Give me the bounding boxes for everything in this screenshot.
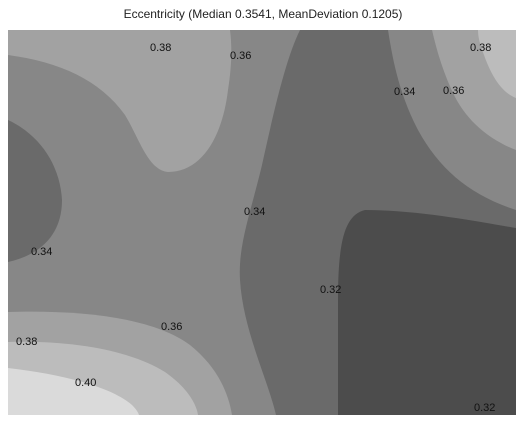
band-038-040-east [478, 30, 516, 98]
contour-fills [8, 30, 516, 415]
contour-labels: 0.38 0.36 0.38 0.34 0.36 0.34 0.34 0.32 … [16, 42, 495, 414]
contour-label: 0.40 [75, 377, 96, 389]
contour-label: 0.32 [474, 402, 495, 414]
chart-title: Eccentricity (Median 0.3541, MeanDeviati… [123, 7, 403, 21]
contour-label: 0.38 [16, 336, 37, 348]
contour-label: 0.34 [31, 246, 52, 258]
band-036-038-north [8, 30, 232, 172]
contour-label: 0.34 [394, 86, 415, 98]
contour-label: 0.36 [230, 50, 251, 62]
band-below-032 [338, 210, 516, 415]
contour-label: 0.38 [150, 42, 171, 54]
contour-label: 0.38 [470, 42, 491, 54]
contour-label: 0.34 [244, 206, 265, 218]
contour-label: 0.36 [161, 321, 182, 333]
band-above-040 [8, 368, 139, 415]
band-032-034-west-island [8, 120, 62, 262]
contour-label: 0.36 [443, 85, 464, 97]
contour-label: 0.32 [320, 284, 341, 296]
